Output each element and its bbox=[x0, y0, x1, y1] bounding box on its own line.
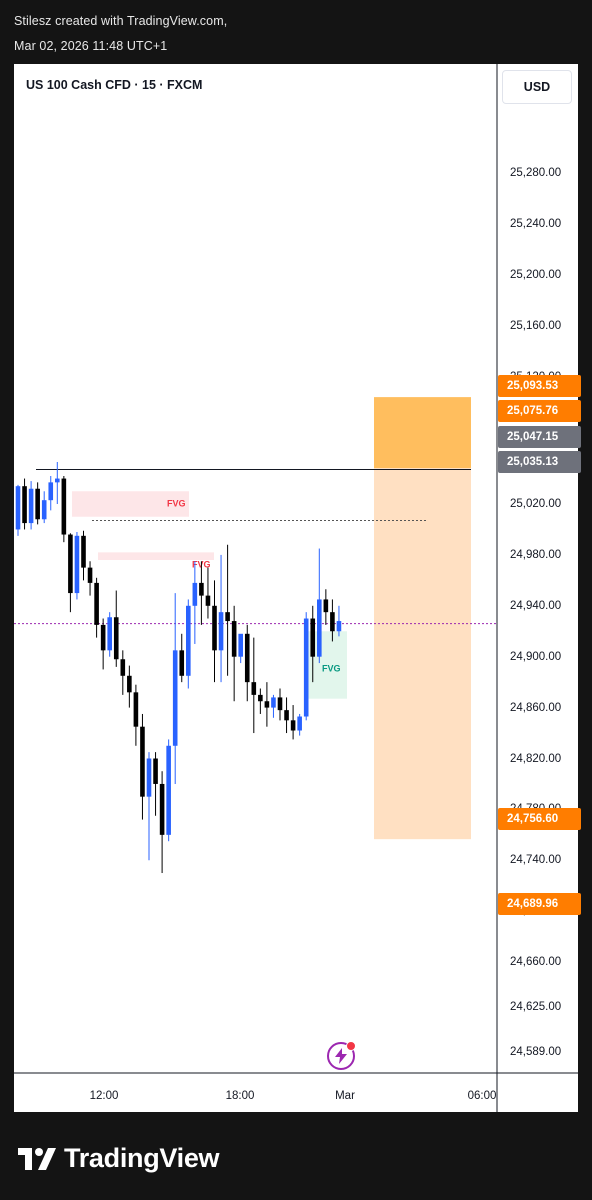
price-badge: 25,093.53 bbox=[498, 375, 581, 397]
price-tick-label: 25,240.00 bbox=[510, 218, 562, 231]
target-zone bbox=[374, 397, 471, 469]
time-tick-label: 06:00 bbox=[467, 1090, 497, 1102]
price-tick-label: 25,200.00 bbox=[510, 268, 562, 281]
candle-body bbox=[61, 478, 67, 535]
candle-body bbox=[205, 595, 211, 606]
symbol-title[interactable]: US 100 Cash CFD · 15 · FXCM bbox=[26, 78, 203, 92]
candle-body bbox=[284, 710, 289, 721]
price-tick-label: 24,820.00 bbox=[510, 752, 562, 765]
candle-body bbox=[127, 675, 132, 693]
price-tick-label: 24,589.00 bbox=[510, 1046, 562, 1059]
candle-body bbox=[258, 694, 263, 702]
tradingview-logo: TradingView bbox=[18, 1143, 220, 1174]
price-badge: 25,047.15 bbox=[498, 426, 581, 448]
candle-body bbox=[303, 618, 309, 717]
candle-body bbox=[244, 633, 250, 683]
candle-body bbox=[133, 692, 139, 727]
candle-body bbox=[330, 612, 335, 632]
alert-bolt-icon[interactable] bbox=[327, 1041, 356, 1070]
currency-button[interactable]: USD bbox=[502, 70, 572, 104]
candle-body bbox=[218, 612, 224, 651]
fvg-zone-1 bbox=[72, 491, 189, 517]
candle-body bbox=[231, 621, 237, 657]
candle-body bbox=[153, 758, 158, 784]
price-tick-label: 25,280.00 bbox=[510, 167, 562, 180]
created-with-caption: Stilesz created with TradingView.com, bbox=[14, 14, 228, 28]
notification-dot bbox=[346, 1041, 356, 1051]
price-tick-label: 25,020.00 bbox=[510, 498, 562, 510]
price-tick-label: 24,860.00 bbox=[510, 701, 562, 714]
candle-body bbox=[323, 599, 329, 613]
candle-body bbox=[199, 582, 204, 596]
candle-body bbox=[166, 745, 171, 835]
candle-body bbox=[192, 582, 198, 606]
candle-body bbox=[186, 605, 191, 676]
candle-body bbox=[15, 486, 21, 530]
candle-body bbox=[41, 500, 47, 520]
candle-body bbox=[94, 582, 99, 625]
price-tick-label: 25,160.00 bbox=[510, 319, 562, 332]
price-tick-label: 24,980.00 bbox=[510, 548, 562, 561]
price-badge: 24,756.60 bbox=[498, 808, 581, 830]
price-tick-label: 24,660.00 bbox=[510, 956, 562, 969]
candle-body bbox=[68, 534, 73, 594]
price-chart[interactable]: FVGFVGFVG bbox=[14, 64, 578, 1112]
candle-body bbox=[48, 482, 54, 501]
candle-body bbox=[310, 618, 316, 657]
candle-body bbox=[336, 621, 342, 632]
candle-body bbox=[140, 726, 145, 797]
candle-body bbox=[238, 633, 243, 657]
candle-body bbox=[212, 605, 217, 651]
time-tick-label: 18:00 bbox=[225, 1090, 255, 1102]
candle-body bbox=[35, 488, 40, 520]
fvg-zone-2 bbox=[98, 552, 214, 560]
lightning-icon bbox=[335, 1048, 347, 1064]
candle-body bbox=[251, 682, 257, 695]
stop-zone bbox=[374, 468, 471, 840]
price-tick-label: 24,740.00 bbox=[510, 854, 562, 867]
footer-brand: TradingView bbox=[64, 1143, 220, 1173]
candle-body bbox=[74, 535, 80, 594]
tv-logo-icon bbox=[18, 1147, 56, 1170]
candle-body bbox=[146, 758, 152, 797]
time-tick-label: Mar bbox=[335, 1090, 355, 1102]
price-tick-label: 24,940.00 bbox=[510, 599, 562, 612]
candle-body bbox=[290, 720, 296, 731]
candle-body bbox=[87, 567, 93, 583]
chart-panel[interactable]: FVGFVGFVG US 100 Cash CFD · 15 · FXCM US… bbox=[14, 64, 581, 1112]
snapshot-date: Mar 02, 2026 11:48 UTC+1 bbox=[14, 39, 168, 53]
candle-body bbox=[113, 617, 119, 660]
candle-body bbox=[81, 535, 86, 568]
fvg-label-1: FVG bbox=[167, 498, 186, 508]
candle-body bbox=[100, 624, 106, 651]
price-tick-label: 24,900.00 bbox=[510, 650, 562, 663]
candle-body bbox=[317, 599, 322, 657]
price-badge: 25,075.76 bbox=[498, 400, 581, 422]
price-tick-label: 24,625.00 bbox=[510, 1000, 562, 1013]
candle-body bbox=[172, 650, 178, 746]
candle-body bbox=[22, 486, 27, 524]
candle-body bbox=[159, 783, 165, 835]
price-badge: 24,689.96 bbox=[498, 893, 581, 915]
candle-body bbox=[297, 716, 302, 731]
candle-body bbox=[271, 697, 276, 708]
candle-body bbox=[225, 612, 230, 622]
fvg-label-3: FVG bbox=[322, 663, 341, 673]
candle-body bbox=[55, 478, 60, 483]
price-badge: 25,035.13 bbox=[498, 451, 581, 473]
candle-body bbox=[264, 701, 270, 708]
time-tick-label: 12:00 bbox=[89, 1090, 119, 1102]
candle-body bbox=[28, 488, 34, 524]
candle-body bbox=[107, 617, 112, 651]
candle-body bbox=[179, 650, 185, 676]
candle-body bbox=[277, 697, 283, 711]
candle-body bbox=[120, 659, 126, 676]
